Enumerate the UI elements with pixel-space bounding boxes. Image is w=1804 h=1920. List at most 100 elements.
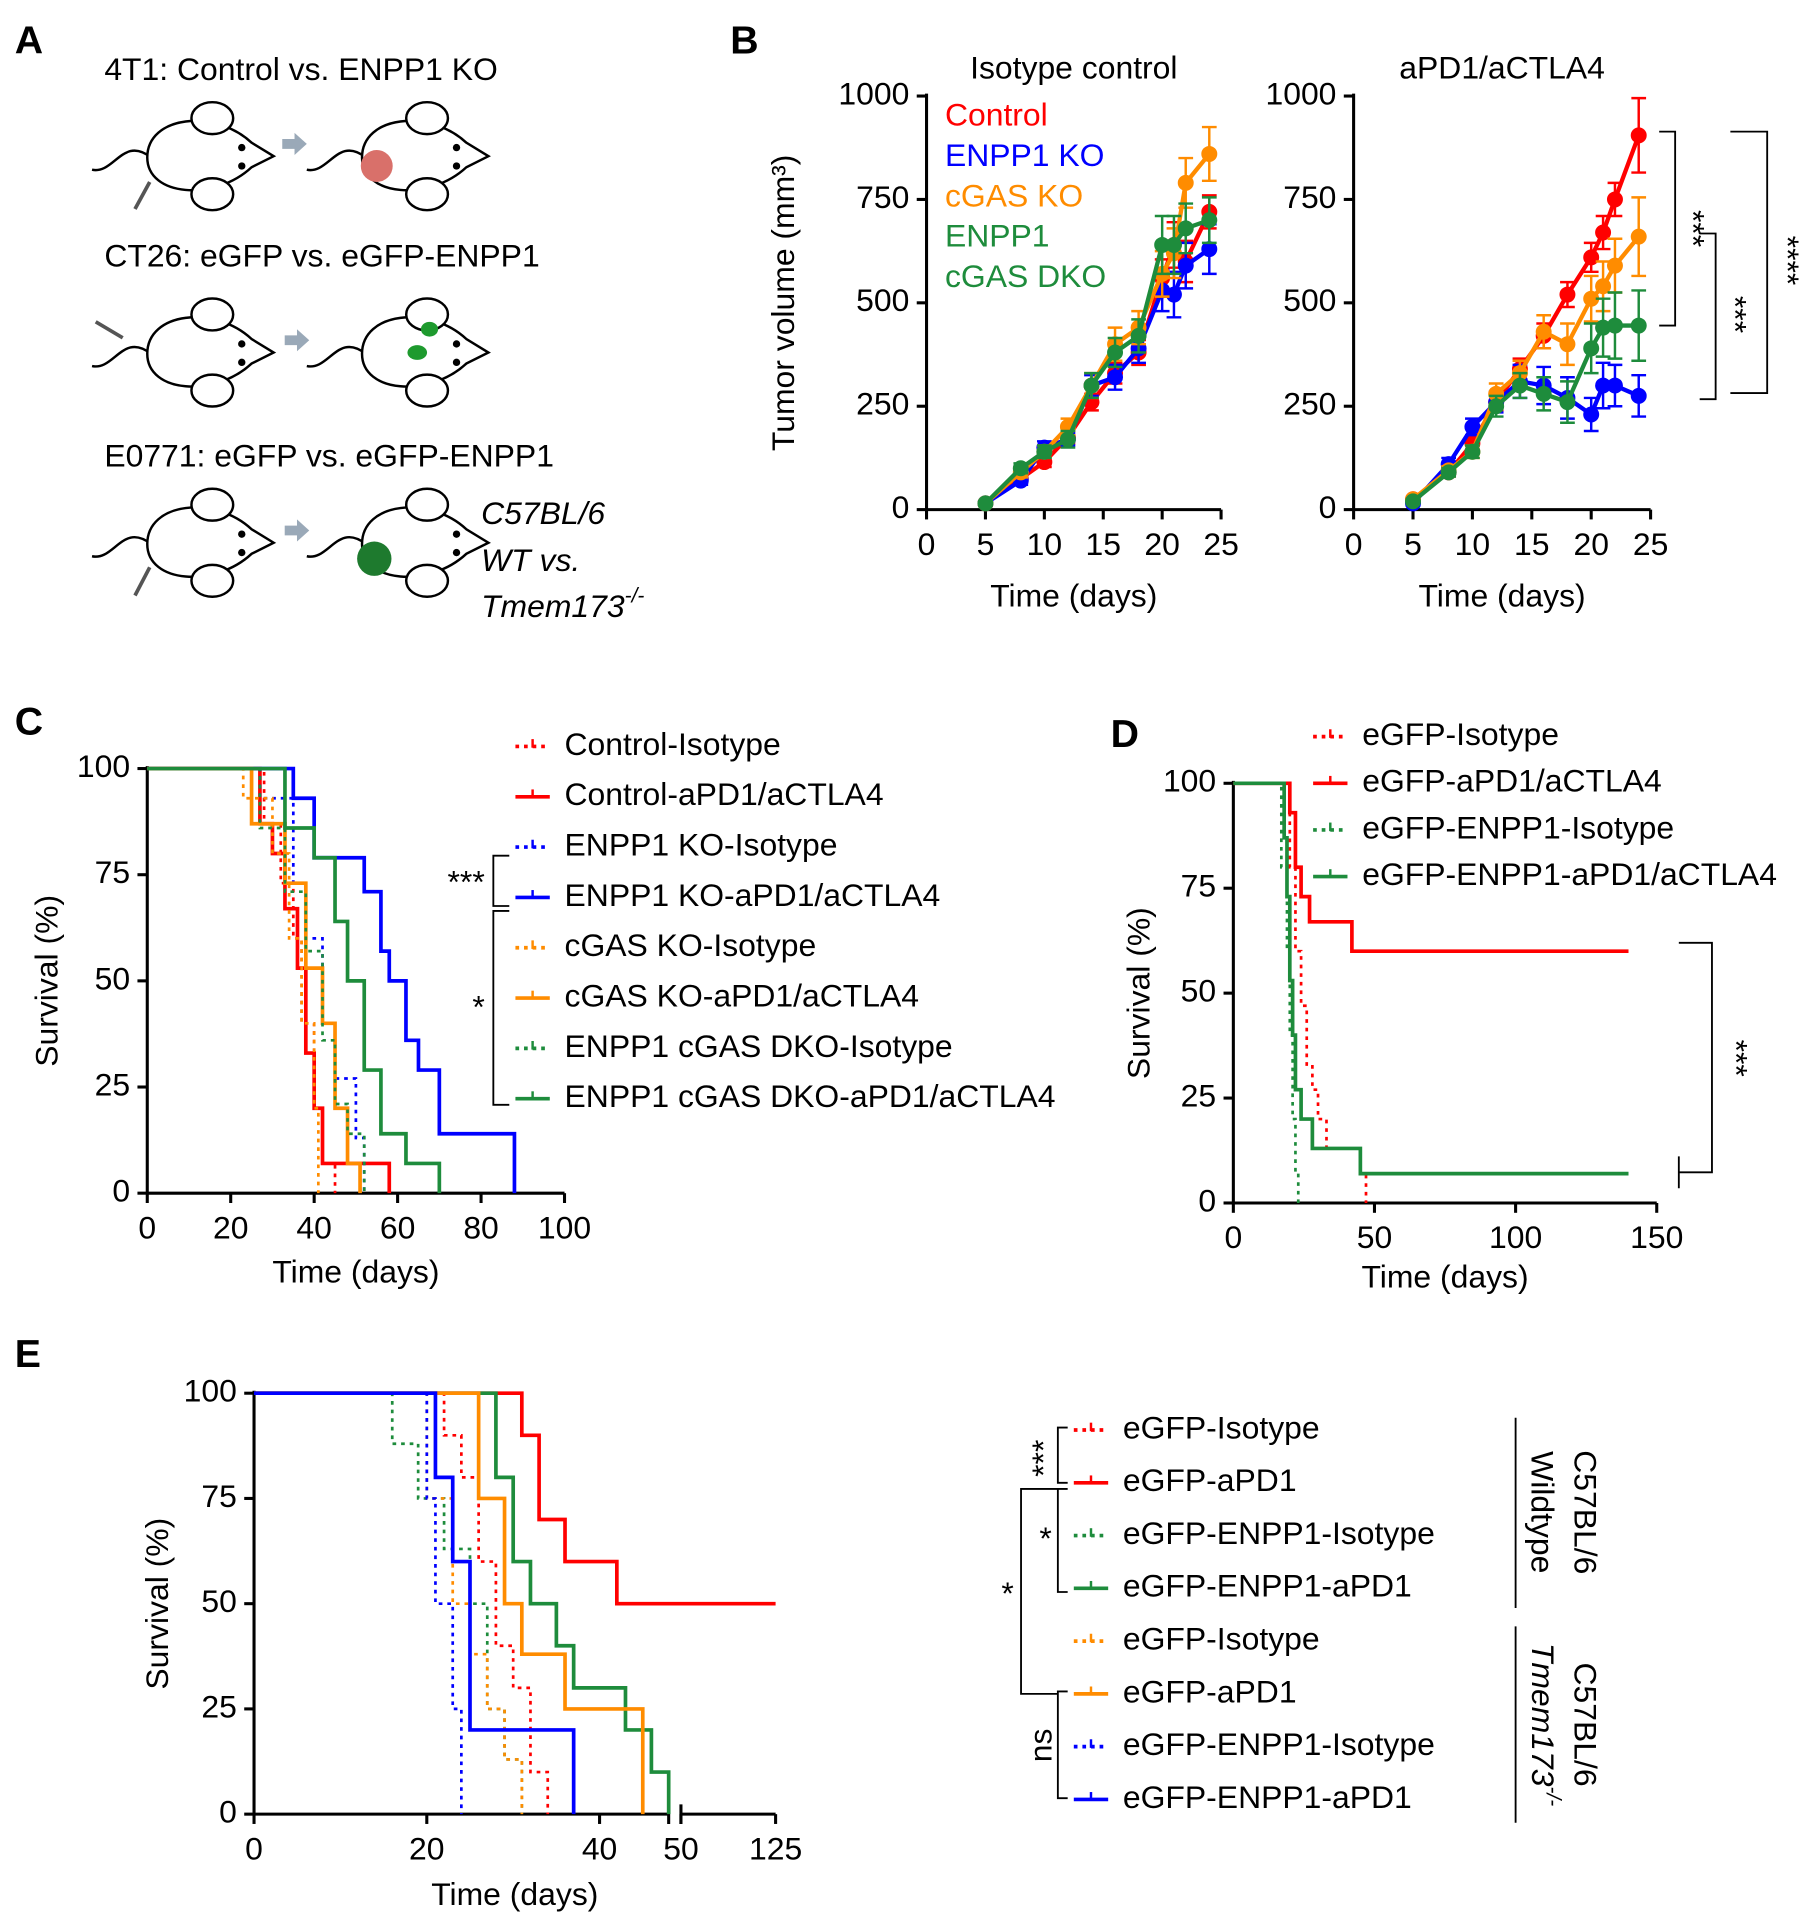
legend-label: ENPP1 cGAS DKO-Isotype <box>565 1028 953 1064</box>
x-axis-label: Time (days) <box>1361 1258 1528 1294</box>
legend-label: eGFP-aPD1/aCTLA4 <box>1362 763 1662 799</box>
data-point <box>1595 319 1612 336</box>
annotation: *** <box>1676 210 1712 247</box>
survival-curve <box>254 1391 524 1815</box>
legend-label: eGFP-ENPP1-aPD1 <box>1123 1779 1412 1815</box>
y-tick-label: 100 <box>77 748 130 784</box>
y-tick-label: 500 <box>856 282 909 318</box>
data-point <box>1583 290 1600 307</box>
x-axis-label: Time (days) <box>272 1254 439 1290</box>
y-axis-label: Survival (%) <box>139 1518 175 1690</box>
survival-curve <box>1233 781 1300 1203</box>
survival-curve <box>147 767 366 1194</box>
x-tick-label: 40 <box>582 1830 617 1866</box>
x-axis-label: Time (days) <box>990 577 1157 613</box>
x-tick-label: 100 <box>538 1209 591 1245</box>
y-tick-label: 250 <box>856 386 909 422</box>
x-tick-label: 20 <box>213 1209 248 1245</box>
survival-curve <box>147 766 517 1194</box>
chart-title: Isotype control <box>970 50 1177 86</box>
data-point <box>1107 369 1124 386</box>
legend-label: eGFP-aPD1 <box>1123 1462 1297 1498</box>
data-point <box>1606 317 1623 334</box>
legend-label: eGFP-aPD1 <box>1123 1673 1297 1709</box>
x-tick-label: 80 <box>463 1209 498 1245</box>
x-tick-label: 100 <box>1489 1219 1542 1255</box>
survival-curve <box>1233 781 1629 1176</box>
survival-curve <box>254 1391 776 1606</box>
survival-curve <box>254 1391 550 1815</box>
x-tick-label: 40 <box>296 1209 331 1245</box>
annotation: *** <box>1719 1040 1755 1077</box>
data-point <box>1630 387 1647 404</box>
survival-curve <box>254 1391 645 1815</box>
legend-label: Control-Isotype <box>565 726 781 762</box>
x-axis-label: Time (days) <box>431 1876 598 1912</box>
data-point <box>1177 257 1194 274</box>
data-point <box>1630 317 1647 334</box>
y-tick-label: 50 <box>201 1583 236 1619</box>
annotation: **** <box>1770 236 1804 286</box>
legend-label: eGFP-Isotype <box>1362 716 1559 752</box>
survival-curve <box>1233 781 1629 954</box>
chart: C Survival (%) Time (days) 0 25 50 75 100 0 20 40 6… <box>15 700 1056 1290</box>
data-point <box>1559 336 1576 353</box>
data-point <box>1036 443 1053 460</box>
y-axis-label: Survival (%) <box>1121 907 1157 1079</box>
mouse-icon <box>90 100 490 598</box>
data-point <box>1630 228 1647 245</box>
x-tick-label: 0 <box>1345 526 1363 562</box>
y-tick-label: 750 <box>1283 179 1336 215</box>
data-point <box>1201 241 1218 258</box>
legend-label: eGFP-ENPP1-Isotype <box>1123 1515 1435 1551</box>
survival-curve <box>254 1391 463 1815</box>
x-tick-label: 60 <box>380 1209 415 1245</box>
survival-curve <box>147 766 362 1194</box>
legend-group-label: Wildtype <box>1525 1451 1561 1573</box>
data-point <box>1535 385 1552 402</box>
data-line <box>1411 134 1641 501</box>
data-point <box>1177 220 1194 237</box>
data-point <box>1165 236 1182 253</box>
row-title: CT26: eGFP vs. eGFP-ENPP1 <box>104 237 539 273</box>
y-tick-label: 1000 <box>838 75 909 111</box>
legend-label: cGAS KO-aPD1/aCTLA4 <box>565 977 919 1013</box>
y-tick-label: 50 <box>95 960 130 996</box>
legend-label: Control-aPD1/aCTLA4 <box>565 776 884 812</box>
x-tick-label: 5 <box>977 526 995 562</box>
data-point <box>1165 286 1182 303</box>
legend-label: eGFP-ENPP1-aPD1 <box>1123 1568 1412 1604</box>
data-point <box>1488 385 1505 402</box>
x-tick-label: 15 <box>1514 526 1549 562</box>
legend-label: ENPP1 KO <box>945 137 1105 173</box>
data-line <box>1411 379 1640 505</box>
x-tick-label: 5 <box>1404 526 1422 562</box>
x-tick-label: 10 <box>1455 526 1490 562</box>
data-point <box>1583 249 1600 266</box>
data-point <box>977 495 994 512</box>
y-tick-label: 0 <box>1198 1182 1216 1218</box>
survival-curve <box>254 1391 671 1815</box>
data-point <box>1440 464 1457 481</box>
data-point <box>1583 406 1600 423</box>
note: C57BL/6 <box>481 495 605 531</box>
chart: D Survival (%) Time (days) 0 25 50 75 100 0 50 100… <box>1111 712 1777 1294</box>
x-tick-label: 50 <box>663 1830 698 1866</box>
data-point <box>1595 278 1612 295</box>
annotation: * <box>1001 1575 1013 1611</box>
legend-label: ENPP1 cGAS DKO-aPD1/aCTLA4 <box>565 1078 1056 1114</box>
data-point <box>1595 377 1612 394</box>
x-tick-label: 0 <box>1224 1219 1242 1255</box>
legend-label: ENPP1 KO-Isotype <box>565 827 838 863</box>
y-tick-label: 100 <box>1163 763 1216 799</box>
data-point <box>1606 257 1623 274</box>
y-axis-label: Survival (%) <box>29 895 65 1067</box>
panel-a: A 4T1: Control vs. ENPP1 KO CT26: eGFP v… <box>15 19 645 625</box>
note: WT vs. <box>481 542 580 578</box>
y-tick-label: 0 <box>1319 489 1337 525</box>
data-point <box>1464 418 1481 435</box>
legend-label: eGFP-ENPP1-aPD1/aCTLA4 <box>1362 856 1777 892</box>
annotation: * <box>472 989 484 1025</box>
legend-label: eGFP-ENPP1-Isotype <box>1123 1726 1435 1762</box>
x-tick-label: 0 <box>918 526 936 562</box>
